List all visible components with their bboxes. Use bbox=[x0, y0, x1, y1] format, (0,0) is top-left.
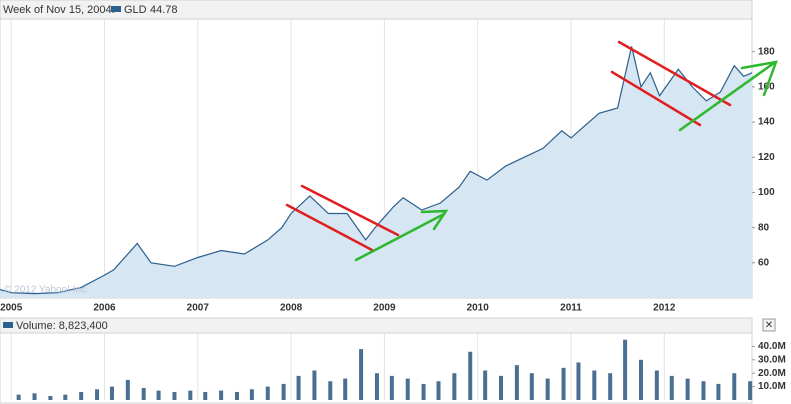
red-trend-line bbox=[285, 203, 374, 252]
volume-bar bbox=[529, 373, 534, 400]
y-tick-label: 140 bbox=[758, 117, 775, 128]
volume-bar bbox=[436, 381, 441, 400]
volume-swatch bbox=[3, 322, 13, 328]
volume-bar bbox=[483, 370, 488, 400]
x-tick-label: 2012 bbox=[653, 303, 676, 314]
y-tick-label: 60 bbox=[758, 257, 770, 268]
volume-bar bbox=[188, 390, 193, 400]
volume-bar bbox=[156, 390, 161, 400]
green-arrow-head bbox=[740, 60, 778, 97]
volume-bar bbox=[219, 390, 224, 400]
volume-bar bbox=[234, 391, 239, 400]
volume-bar bbox=[203, 391, 208, 400]
volume-frame bbox=[0, 332, 753, 404]
volume-bar bbox=[654, 370, 659, 400]
volume-bar bbox=[638, 359, 643, 400]
x-tick-label: 2006 bbox=[93, 303, 116, 314]
volume-bar bbox=[592, 370, 597, 400]
legend-swatch bbox=[111, 6, 121, 12]
header-date: Week of Nov 15, 2004: bbox=[3, 4, 115, 16]
close-icon[interactable]: ✕ bbox=[765, 320, 773, 331]
volume-bar bbox=[32, 393, 37, 400]
volume-bar bbox=[109, 386, 114, 400]
x-tick-label: 2011 bbox=[560, 303, 582, 314]
volume-bar bbox=[389, 375, 394, 400]
volume-bar bbox=[748, 381, 753, 400]
green-arrow bbox=[354, 212, 446, 262]
volume-bar bbox=[716, 383, 721, 400]
watermark: © 2012 Yahoo! Inc. bbox=[4, 285, 89, 296]
volume-bar bbox=[16, 394, 21, 400]
volume-bar bbox=[499, 375, 504, 400]
price-line bbox=[0, 46, 753, 295]
y-tick-label: 30.0M bbox=[758, 354, 786, 365]
volume-bar bbox=[172, 391, 177, 400]
volume-bar bbox=[608, 373, 613, 400]
volume-bar bbox=[685, 378, 690, 400]
x-tick-label: 2007 bbox=[187, 303, 210, 314]
volume-bar bbox=[343, 378, 348, 400]
volume-bar bbox=[281, 383, 286, 400]
y-tick-label: 10.0M bbox=[758, 381, 786, 392]
close-button[interactable] bbox=[762, 318, 776, 332]
green-arrow-head bbox=[420, 209, 449, 231]
x-tick-label: 2009 bbox=[373, 303, 396, 314]
volume-bar bbox=[95, 389, 100, 400]
volume-bar bbox=[328, 381, 333, 400]
volume-bar bbox=[561, 367, 566, 400]
volume-bar bbox=[514, 365, 519, 400]
volume-bar bbox=[125, 379, 130, 400]
annotations bbox=[285, 40, 778, 262]
red-trend-line bbox=[617, 40, 732, 107]
volume-bar bbox=[623, 339, 628, 400]
legend-name: GLD bbox=[124, 4, 147, 16]
volume-label: Volume: 8,823,400 bbox=[16, 320, 108, 332]
volume-bar bbox=[405, 378, 410, 400]
volume-bar bbox=[452, 373, 457, 400]
y-tick-label: 40.0M bbox=[758, 341, 786, 352]
volume-bar bbox=[468, 351, 473, 400]
x-tick-label: 2010 bbox=[467, 303, 490, 314]
y-tick-label: 80 bbox=[758, 222, 770, 233]
volume-bar bbox=[141, 387, 146, 400]
y-tick-label: 120 bbox=[758, 152, 775, 163]
volume-bar bbox=[296, 375, 301, 400]
legend-value: 44.78 bbox=[150, 4, 178, 16]
volume-header bbox=[0, 317, 753, 334]
red-trend-line bbox=[610, 70, 702, 127]
green-arrow bbox=[678, 61, 776, 132]
volume-bar bbox=[63, 394, 68, 400]
volume-bar bbox=[48, 395, 53, 400]
volume-bar bbox=[265, 386, 270, 400]
volume-bar bbox=[359, 349, 364, 400]
volume-bar bbox=[701, 381, 706, 400]
volume-bar bbox=[249, 389, 254, 400]
volume-bar bbox=[669, 375, 674, 400]
x-tick-label: 2008 bbox=[280, 303, 303, 314]
plot-layer: 2005 2006 2007 2008 2009 2010 2011 2012 60 80 100 1… bbox=[0, 20, 786, 400]
y-tick-label: 180 bbox=[758, 46, 775, 57]
volume-bar bbox=[79, 391, 84, 400]
volume-bar bbox=[374, 373, 379, 400]
y-tick-label: 20.0M bbox=[758, 368, 786, 379]
volume-bar bbox=[576, 362, 581, 400]
x-tick-label: 2005 bbox=[0, 303, 23, 314]
volume-bar bbox=[421, 383, 426, 400]
volume-bar bbox=[732, 373, 737, 400]
volume-bar bbox=[312, 370, 317, 400]
price-area bbox=[0, 46, 752, 299]
volume-bar bbox=[545, 378, 550, 400]
red-trend-line bbox=[300, 184, 400, 237]
y-tick-label: 100 bbox=[758, 187, 775, 198]
